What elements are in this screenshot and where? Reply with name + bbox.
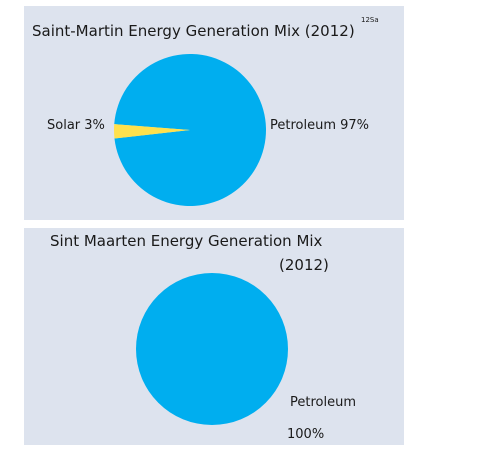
chart-title: Saint-Martin Energy Generation Mix (2012… <box>32 22 355 40</box>
slice-label-solar-value: 3% <box>84 118 105 133</box>
chart-title-line2: (2012) <box>279 256 329 274</box>
chart-title-note: 12Sa <box>361 16 379 24</box>
saint-martin-chart-panel: Saint-Martin Energy Generation Mix (2012… <box>24 6 404 220</box>
slice-label-solar: Solar 3% <box>47 118 105 133</box>
pie-slice-petroleum <box>136 273 288 425</box>
chart-title-line1: Sint Maarten Energy Generation Mix <box>50 232 323 250</box>
slice-label-petroleum-name: Petroleum <box>290 395 356 410</box>
pie-slice-petroleum <box>114 53 266 206</box>
slice-label-petroleum-value: 100% <box>287 427 325 442</box>
slice-label-petroleum-name: Petroleum <box>270 118 336 133</box>
slice-label-petroleum-value: 97% <box>340 118 370 133</box>
pie-slice-solar <box>114 124 190 139</box>
sint-maarten-pie <box>136 273 288 425</box>
slice-label-petroleum: Petroleum 97% <box>270 118 369 133</box>
slice-label-solar-name: Solar <box>47 118 81 133</box>
sint-maarten-chart-panel: Sint Maarten Energy Generation Mix (2012… <box>24 228 404 445</box>
saint-martin-pie <box>114 53 266 206</box>
